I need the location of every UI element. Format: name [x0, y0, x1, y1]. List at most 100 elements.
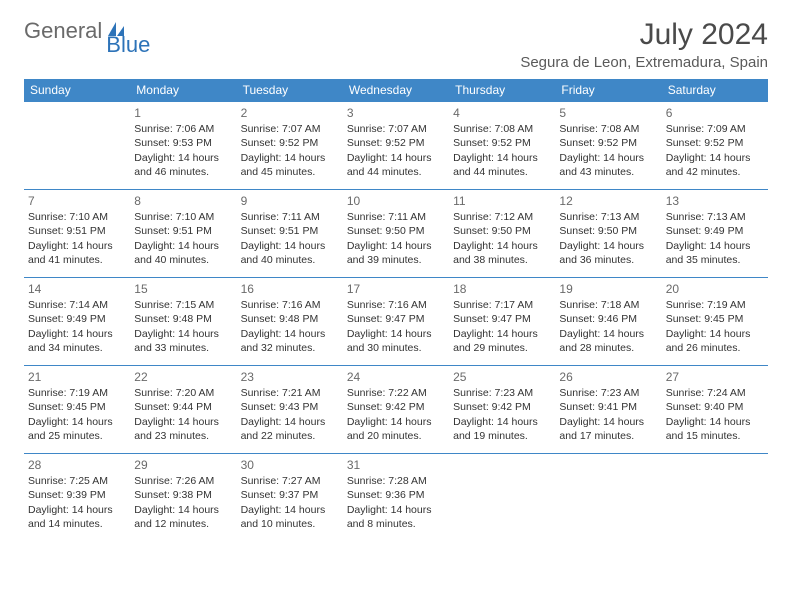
daylight-text: Daylight: 14 hours: [666, 239, 764, 253]
day-number: 31: [347, 457, 445, 473]
sunrise-text: Sunrise: 7:10 AM: [134, 210, 232, 224]
logo-text-general: General: [24, 18, 102, 44]
sunset-text: Sunset: 9:50 PM: [453, 224, 551, 238]
sunset-text: Sunset: 9:46 PM: [559, 312, 657, 326]
sunrise-text: Sunrise: 7:13 AM: [666, 210, 764, 224]
daylight-text: Daylight: 14 hours: [28, 327, 126, 341]
calendar-row: 28Sunrise: 7:25 AMSunset: 9:39 PMDayligh…: [24, 454, 768, 542]
calendar-row: 1Sunrise: 7:06 AMSunset: 9:53 PMDaylight…: [24, 102, 768, 190]
day-number: 11: [453, 193, 551, 209]
day-number: 18: [453, 281, 551, 297]
calendar-cell: [24, 102, 130, 190]
calendar-cell: 13Sunrise: 7:13 AMSunset: 9:49 PMDayligh…: [662, 190, 768, 278]
day-number: 14: [28, 281, 126, 297]
sunset-text: Sunset: 9:45 PM: [28, 400, 126, 414]
logo-text-blue: Blue: [106, 32, 150, 58]
sunset-text: Sunset: 9:51 PM: [28, 224, 126, 238]
calendar-cell: 22Sunrise: 7:20 AMSunset: 9:44 PMDayligh…: [130, 366, 236, 454]
calendar-cell: 4Sunrise: 7:08 AMSunset: 9:52 PMDaylight…: [449, 102, 555, 190]
sunset-text: Sunset: 9:51 PM: [241, 224, 339, 238]
calendar-table: Sunday Monday Tuesday Wednesday Thursday…: [24, 79, 768, 542]
daylight-text: Daylight: 14 hours: [559, 327, 657, 341]
sunset-text: Sunset: 9:45 PM: [666, 312, 764, 326]
calendar-cell: 11Sunrise: 7:12 AMSunset: 9:50 PMDayligh…: [449, 190, 555, 278]
sunrise-text: Sunrise: 7:19 AM: [28, 386, 126, 400]
daylight-text: Daylight: 14 hours: [134, 327, 232, 341]
sunset-text: Sunset: 9:49 PM: [666, 224, 764, 238]
daylight-text: Daylight: 14 hours: [241, 327, 339, 341]
daylight-text: and 10 minutes.: [241, 517, 339, 531]
calendar-cell: 17Sunrise: 7:16 AMSunset: 9:47 PMDayligh…: [343, 278, 449, 366]
calendar-cell: 31Sunrise: 7:28 AMSunset: 9:36 PMDayligh…: [343, 454, 449, 542]
sunset-text: Sunset: 9:42 PM: [453, 400, 551, 414]
sunset-text: Sunset: 9:53 PM: [134, 136, 232, 150]
calendar-cell: [662, 454, 768, 542]
header: General Blue July 2024 Segura de Leon, E…: [24, 18, 768, 71]
day-number: 10: [347, 193, 445, 209]
calendar-cell: 12Sunrise: 7:13 AMSunset: 9:50 PMDayligh…: [555, 190, 661, 278]
daylight-text: and 33 minutes.: [134, 341, 232, 355]
daylight-text: and 25 minutes.: [28, 429, 126, 443]
calendar-cell: 10Sunrise: 7:11 AMSunset: 9:50 PMDayligh…: [343, 190, 449, 278]
daylight-text: Daylight: 14 hours: [666, 415, 764, 429]
daylight-text: and 44 minutes.: [453, 165, 551, 179]
daylight-text: and 12 minutes.: [134, 517, 232, 531]
day-number: 25: [453, 369, 551, 385]
daylight-text: Daylight: 14 hours: [559, 151, 657, 165]
sunset-text: Sunset: 9:52 PM: [453, 136, 551, 150]
daylight-text: Daylight: 14 hours: [347, 239, 445, 253]
daylight-text: Daylight: 14 hours: [241, 239, 339, 253]
sunrise-text: Sunrise: 7:24 AM: [666, 386, 764, 400]
daylight-text: and 8 minutes.: [347, 517, 445, 531]
daylight-text: and 39 minutes.: [347, 253, 445, 267]
weekday-header: Thursday: [449, 79, 555, 102]
sunrise-text: Sunrise: 7:14 AM: [28, 298, 126, 312]
calendar-cell: [555, 454, 661, 542]
daylight-text: Daylight: 14 hours: [347, 503, 445, 517]
sunrise-text: Sunrise: 7:25 AM: [28, 474, 126, 488]
calendar-cell: 27Sunrise: 7:24 AMSunset: 9:40 PMDayligh…: [662, 366, 768, 454]
sunset-text: Sunset: 9:48 PM: [134, 312, 232, 326]
daylight-text: and 35 minutes.: [666, 253, 764, 267]
calendar-cell: 1Sunrise: 7:06 AMSunset: 9:53 PMDaylight…: [130, 102, 236, 190]
logo: General Blue: [24, 18, 172, 44]
daylight-text: and 34 minutes.: [28, 341, 126, 355]
day-number: 3: [347, 105, 445, 121]
daylight-text: Daylight: 14 hours: [28, 239, 126, 253]
sunrise-text: Sunrise: 7:19 AM: [666, 298, 764, 312]
daylight-text: Daylight: 14 hours: [453, 327, 551, 341]
daylight-text: and 30 minutes.: [347, 341, 445, 355]
calendar-cell: 20Sunrise: 7:19 AMSunset: 9:45 PMDayligh…: [662, 278, 768, 366]
weekday-header: Wednesday: [343, 79, 449, 102]
sunrise-text: Sunrise: 7:11 AM: [347, 210, 445, 224]
calendar-cell: 18Sunrise: 7:17 AMSunset: 9:47 PMDayligh…: [449, 278, 555, 366]
daylight-text: and 15 minutes.: [666, 429, 764, 443]
sunset-text: Sunset: 9:50 PM: [559, 224, 657, 238]
sunset-text: Sunset: 9:37 PM: [241, 488, 339, 502]
calendar-cell: [449, 454, 555, 542]
calendar-cell: 26Sunrise: 7:23 AMSunset: 9:41 PMDayligh…: [555, 366, 661, 454]
day-number: 24: [347, 369, 445, 385]
day-number: 29: [134, 457, 232, 473]
calendar-row: 21Sunrise: 7:19 AMSunset: 9:45 PMDayligh…: [24, 366, 768, 454]
day-number: 1: [134, 105, 232, 121]
sunrise-text: Sunrise: 7:08 AM: [453, 122, 551, 136]
day-number: 30: [241, 457, 339, 473]
sunrise-text: Sunrise: 7:12 AM: [453, 210, 551, 224]
day-number: 16: [241, 281, 339, 297]
sunset-text: Sunset: 9:52 PM: [666, 136, 764, 150]
daylight-text: Daylight: 14 hours: [559, 239, 657, 253]
calendar-cell: 15Sunrise: 7:15 AMSunset: 9:48 PMDayligh…: [130, 278, 236, 366]
calendar-cell: 14Sunrise: 7:14 AMSunset: 9:49 PMDayligh…: [24, 278, 130, 366]
sunrise-text: Sunrise: 7:27 AM: [241, 474, 339, 488]
day-number: 22: [134, 369, 232, 385]
sunset-text: Sunset: 9:47 PM: [347, 312, 445, 326]
sunrise-text: Sunrise: 7:28 AM: [347, 474, 445, 488]
daylight-text: Daylight: 14 hours: [134, 503, 232, 517]
sunrise-text: Sunrise: 7:13 AM: [559, 210, 657, 224]
calendar-cell: 5Sunrise: 7:08 AMSunset: 9:52 PMDaylight…: [555, 102, 661, 190]
sunset-text: Sunset: 9:49 PM: [28, 312, 126, 326]
daylight-text: Daylight: 14 hours: [347, 415, 445, 429]
sunset-text: Sunset: 9:38 PM: [134, 488, 232, 502]
calendar-cell: 2Sunrise: 7:07 AMSunset: 9:52 PMDaylight…: [237, 102, 343, 190]
